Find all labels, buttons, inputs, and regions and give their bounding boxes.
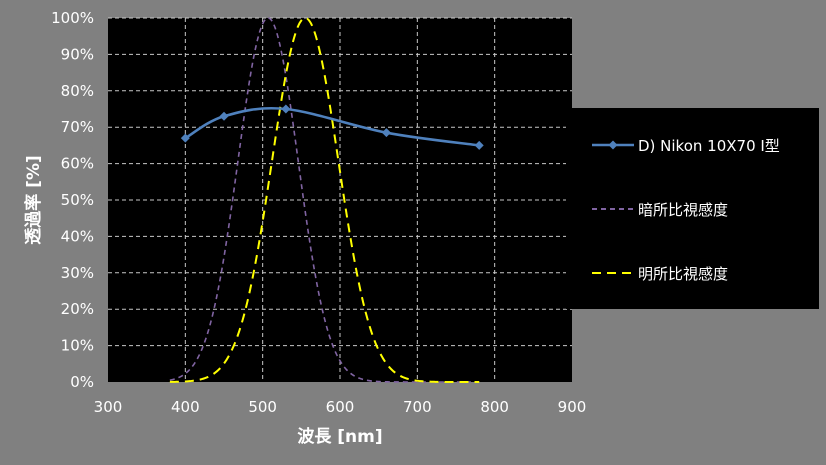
y-tick-label: 20% xyxy=(61,300,94,318)
tick-labels: 0% 10% 20% 30% 40% 50% 60% 70% 80% 90% 100% 300 400 5… xyxy=(51,9,586,416)
x-tick-label: 500 xyxy=(248,398,277,416)
y-tick-label: 40% xyxy=(61,227,94,245)
y-tick-label: 60% xyxy=(61,155,94,173)
y-tick-label: 30% xyxy=(61,264,94,282)
x-axis-title: 波長 [nm] xyxy=(297,426,382,447)
x-tick-label: 300 xyxy=(94,398,123,416)
data-point-marker xyxy=(381,128,391,138)
data-point-marker xyxy=(180,133,190,143)
legend-marker xyxy=(608,140,618,150)
y-tick-label: 100% xyxy=(51,9,94,27)
x-tick-label: 700 xyxy=(403,398,432,416)
y-tick-label: 0% xyxy=(70,373,94,391)
legend-label-1: D) Nikon 10X70 Ⅰ型 xyxy=(638,137,780,155)
legend-label-3: 明所比視感度 xyxy=(638,265,728,283)
series-layer xyxy=(169,17,484,383)
x-tick-label: 400 xyxy=(171,398,200,416)
gridlines xyxy=(108,17,572,382)
x-tick-label: 600 xyxy=(326,398,355,416)
y-tick-label: 70% xyxy=(61,118,94,136)
y-tick-label: 90% xyxy=(61,45,94,63)
legend-box xyxy=(566,108,819,309)
x-tick-label: 900 xyxy=(558,398,587,416)
y-tick-label: 10% xyxy=(61,337,94,355)
y-tick-label: 80% xyxy=(61,82,94,100)
x-tick-label: 800 xyxy=(480,398,509,416)
y-tick-label: 50% xyxy=(61,191,94,209)
y-axis-title: 透過率 [%] xyxy=(23,155,44,245)
series-line-2 xyxy=(169,17,480,383)
data-point-marker xyxy=(219,111,229,121)
data-point-marker xyxy=(281,104,291,114)
data-point-marker xyxy=(474,140,484,150)
series-line-1 xyxy=(184,107,480,147)
legend-label-2: 暗所比視感度 xyxy=(638,201,728,219)
